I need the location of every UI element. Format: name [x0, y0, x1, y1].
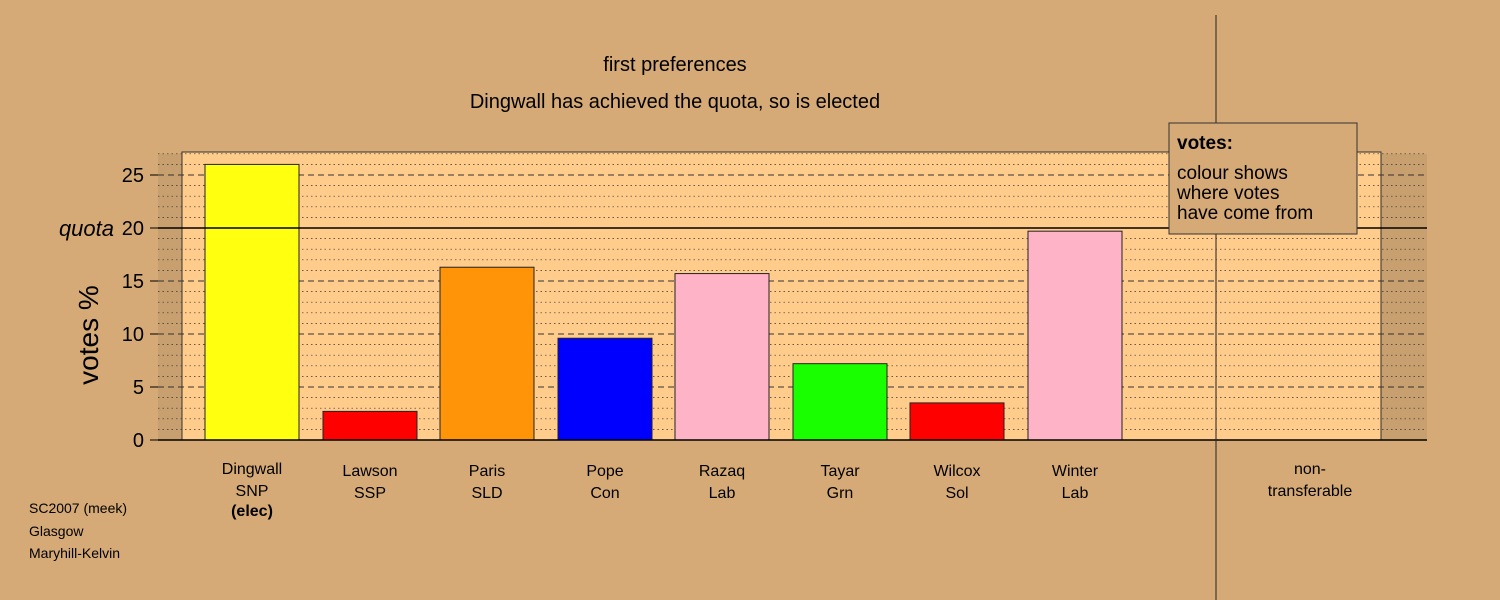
footnote-ward: Maryhill-Kelvin: [29, 545, 120, 561]
candidate-name: Wilcox: [933, 463, 980, 480]
legend: votes: colour shows where votes have com…: [1168, 122, 1358, 235]
candidate-name: Razaq: [699, 463, 745, 480]
candidate-party: Con: [590, 485, 619, 502]
legend-box: [1168, 122, 1358, 235]
plot-shade-right: [1381, 153, 1427, 441]
bar-paris: [439, 266, 535, 441]
candidate-name: Pope: [586, 463, 623, 480]
y-tick-label: 20: [122, 218, 144, 240]
plot-shade-left: [158, 153, 182, 441]
bar-wilcox: [909, 402, 1005, 441]
bar-winter: [1027, 230, 1123, 441]
footnote-election: SC2007 (meek): [29, 500, 127, 516]
candidate-party: Lab: [709, 485, 736, 502]
legend-title: votes:: [1177, 133, 1233, 154]
bar-tayar: [792, 363, 888, 441]
y-axis-ticks: 0 5 10 15 20 25: [122, 165, 158, 452]
legend-line: where votes: [1176, 183, 1279, 204]
chart-title: first preferences: [603, 54, 746, 76]
candidate-name: Winter: [1052, 463, 1099, 480]
y-tick-label: 5: [133, 377, 144, 399]
y-tick-label: 15: [122, 271, 144, 293]
legend-line: have come from: [1177, 203, 1313, 224]
bar-pope: [557, 337, 653, 441]
candidate-party: SNP: [236, 483, 269, 500]
quota-label: quota: [59, 216, 114, 241]
candidate-name: Dingwall: [222, 461, 282, 478]
nontransferable-label-line1: non-: [1294, 461, 1326, 478]
candidate-party: Sol: [945, 485, 968, 502]
candidate-name: Tayar: [820, 463, 860, 480]
candidate-status: (elec): [231, 503, 273, 520]
y-tick-label: 25: [122, 165, 144, 187]
bar-dingwall: [204, 163, 300, 441]
candidate-party: SSP: [354, 485, 386, 502]
bar-razaq: [674, 273, 770, 441]
legend-line: colour shows: [1177, 163, 1288, 184]
bar-lawson: [322, 410, 418, 441]
chart-subtitle: Dingwall has achieved the quota, so is e…: [470, 91, 880, 113]
candidate-party: SLD: [471, 485, 502, 502]
candidate-party: Grn: [827, 485, 854, 502]
footnote-council: Glasgow: [29, 523, 84, 539]
x-axis-labels: Dingwall SNP (elec) Lawson SSP Paris SLD Pope Co…: [222, 461, 1099, 520]
nontransferable-label-line2: transferable: [1268, 483, 1353, 500]
bars: [204, 163, 1123, 441]
candidate-name: Paris: [469, 463, 505, 480]
y-tick-label: 0: [133, 430, 144, 452]
y-axis-label: votes %: [73, 285, 104, 385]
y-tick-label: 10: [122, 324, 144, 346]
candidate-party: Lab: [1062, 485, 1089, 502]
candidate-name: Lawson: [342, 463, 397, 480]
